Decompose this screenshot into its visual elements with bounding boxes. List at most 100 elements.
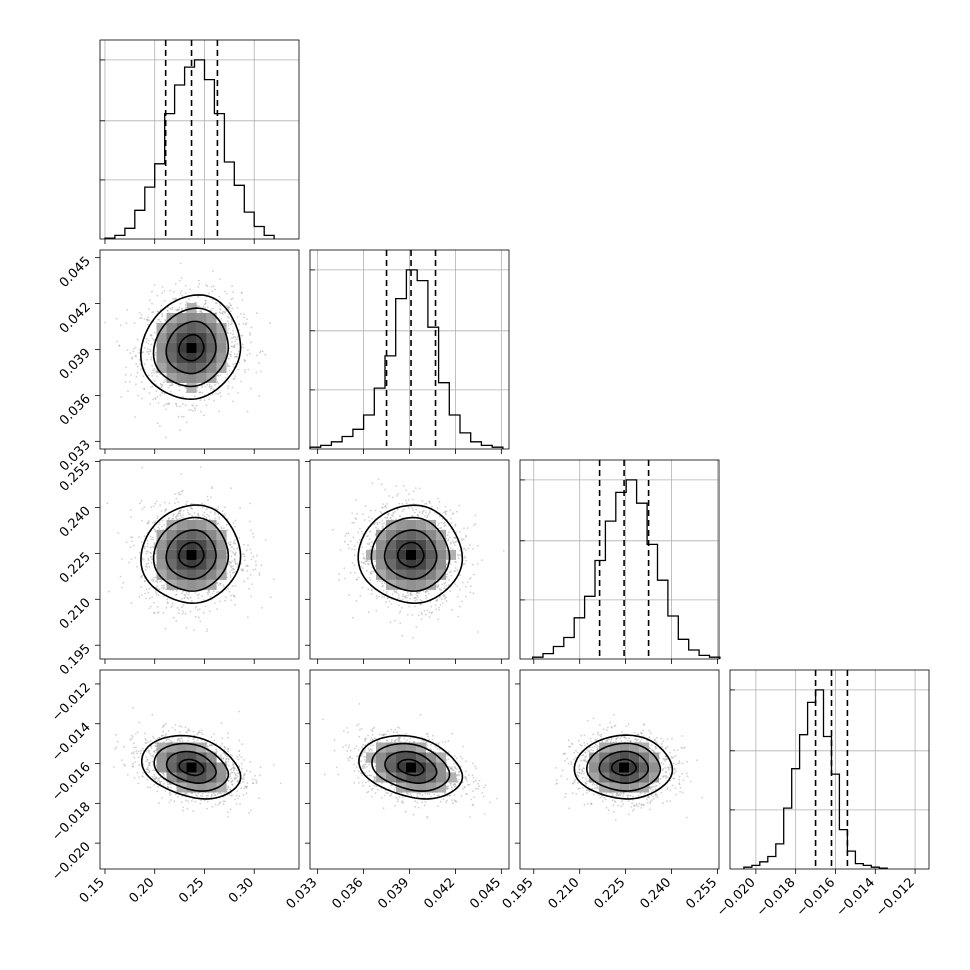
sample-point <box>229 304 232 307</box>
sample-point <box>453 785 456 788</box>
sample-point <box>613 810 615 813</box>
sample-point <box>423 804 426 807</box>
sample-point <box>233 778 236 781</box>
sample-point <box>448 766 451 769</box>
sample-point <box>367 516 370 518</box>
sample-point <box>234 355 236 358</box>
sample-point <box>227 760 230 763</box>
sample-point <box>647 796 649 799</box>
sample-point <box>180 737 182 740</box>
sample-point <box>399 622 402 624</box>
sample-point <box>192 405 195 407</box>
sample-point <box>571 742 573 745</box>
sample-point <box>616 737 619 739</box>
sample-point <box>441 741 444 743</box>
sample-point <box>178 493 180 495</box>
sample-point <box>580 759 582 762</box>
sample-point <box>652 795 654 798</box>
sample-point <box>444 597 446 600</box>
sample-point <box>374 792 377 795</box>
sample-point <box>174 402 177 405</box>
sample-point <box>147 749 150 752</box>
sample-point <box>151 546 154 548</box>
sample-point <box>448 571 451 574</box>
sample-point <box>245 786 248 789</box>
density-cell <box>186 352 197 363</box>
sample-point <box>136 565 138 568</box>
sample-point <box>196 609 199 611</box>
sample-point <box>369 739 372 741</box>
sample-point <box>171 383 174 386</box>
sample-point <box>217 522 220 525</box>
density-cell <box>406 752 417 763</box>
sample-point <box>436 794 439 797</box>
sample-point <box>465 536 467 538</box>
sample-point <box>358 538 361 541</box>
sample-point <box>449 546 452 549</box>
sample-point <box>451 799 454 802</box>
density-cell <box>206 752 217 763</box>
sample-point <box>581 754 584 757</box>
sample-point <box>581 770 584 773</box>
sample-point <box>366 766 368 768</box>
sample-point <box>187 513 190 515</box>
sample-point <box>129 546 132 549</box>
sample-point <box>235 774 237 777</box>
sample-point <box>203 414 206 417</box>
sample-point <box>459 574 461 577</box>
sample-point <box>634 741 637 743</box>
sample-point <box>198 391 201 394</box>
sample-point <box>583 772 585 775</box>
sample-point <box>227 320 229 323</box>
sample-point <box>163 300 166 302</box>
sample-point <box>185 301 188 304</box>
sample-point <box>123 763 125 766</box>
sample-point <box>234 525 237 528</box>
density-cell <box>196 549 207 560</box>
sample-point <box>418 511 421 514</box>
sample-point <box>164 508 167 511</box>
sample-point <box>611 792 614 795</box>
sample-point <box>204 302 207 304</box>
sample-point <box>343 577 346 580</box>
sample-point <box>586 720 589 722</box>
sample-point <box>187 511 189 514</box>
sample-point <box>137 782 140 785</box>
sample-point <box>347 731 349 734</box>
sample-point <box>234 773 237 775</box>
sample-point <box>362 562 365 564</box>
sample-point <box>197 295 200 298</box>
sample-point <box>118 344 120 347</box>
sample-point <box>401 796 404 798</box>
sample-point <box>242 780 245 783</box>
sample-point <box>232 336 234 339</box>
sample-point <box>426 815 429 818</box>
sample-point <box>360 760 363 763</box>
sample-point <box>151 311 154 314</box>
sample-point <box>150 334 153 336</box>
sample-point <box>213 602 216 604</box>
sample-point <box>258 574 261 576</box>
sample-point <box>237 392 240 394</box>
sample-point <box>177 491 180 494</box>
sample-point <box>566 757 569 760</box>
sample-point <box>347 543 349 546</box>
sample-point <box>393 740 396 743</box>
sample-point <box>620 792 623 795</box>
sample-point <box>626 794 629 797</box>
sample-point <box>179 731 181 733</box>
sample-point <box>462 547 465 550</box>
sample-point <box>152 754 155 756</box>
sample-point <box>417 614 420 617</box>
sample-point <box>184 307 187 309</box>
sample-point <box>382 503 385 505</box>
sample-point <box>611 726 613 729</box>
sample-point <box>367 535 369 537</box>
sample-point <box>141 519 143 522</box>
sample-point <box>152 755 154 758</box>
density-peak <box>619 762 630 773</box>
sample-point <box>647 796 650 799</box>
sample-point <box>355 578 358 581</box>
sample-point <box>349 756 351 759</box>
sample-point <box>232 291 235 294</box>
